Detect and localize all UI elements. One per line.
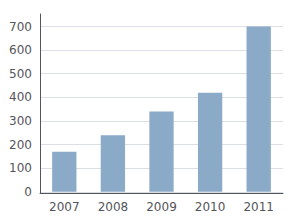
svg-text:2007: 2007: [49, 200, 80, 214]
svg-text:0: 0: [24, 185, 32, 199]
svg-text:2011: 2011: [243, 200, 274, 214]
svg-text:2008: 2008: [98, 200, 129, 214]
svg-text:400: 400: [9, 90, 32, 104]
svg-text:2009: 2009: [146, 200, 177, 214]
svg-text:600: 600: [9, 43, 32, 57]
svg-text:100: 100: [9, 161, 32, 175]
svg-text:500: 500: [9, 67, 32, 81]
svg-text:2010: 2010: [195, 200, 226, 214]
svg-text:700: 700: [9, 20, 32, 34]
svg-text:200: 200: [9, 138, 32, 152]
svg-text:300: 300: [9, 114, 32, 128]
